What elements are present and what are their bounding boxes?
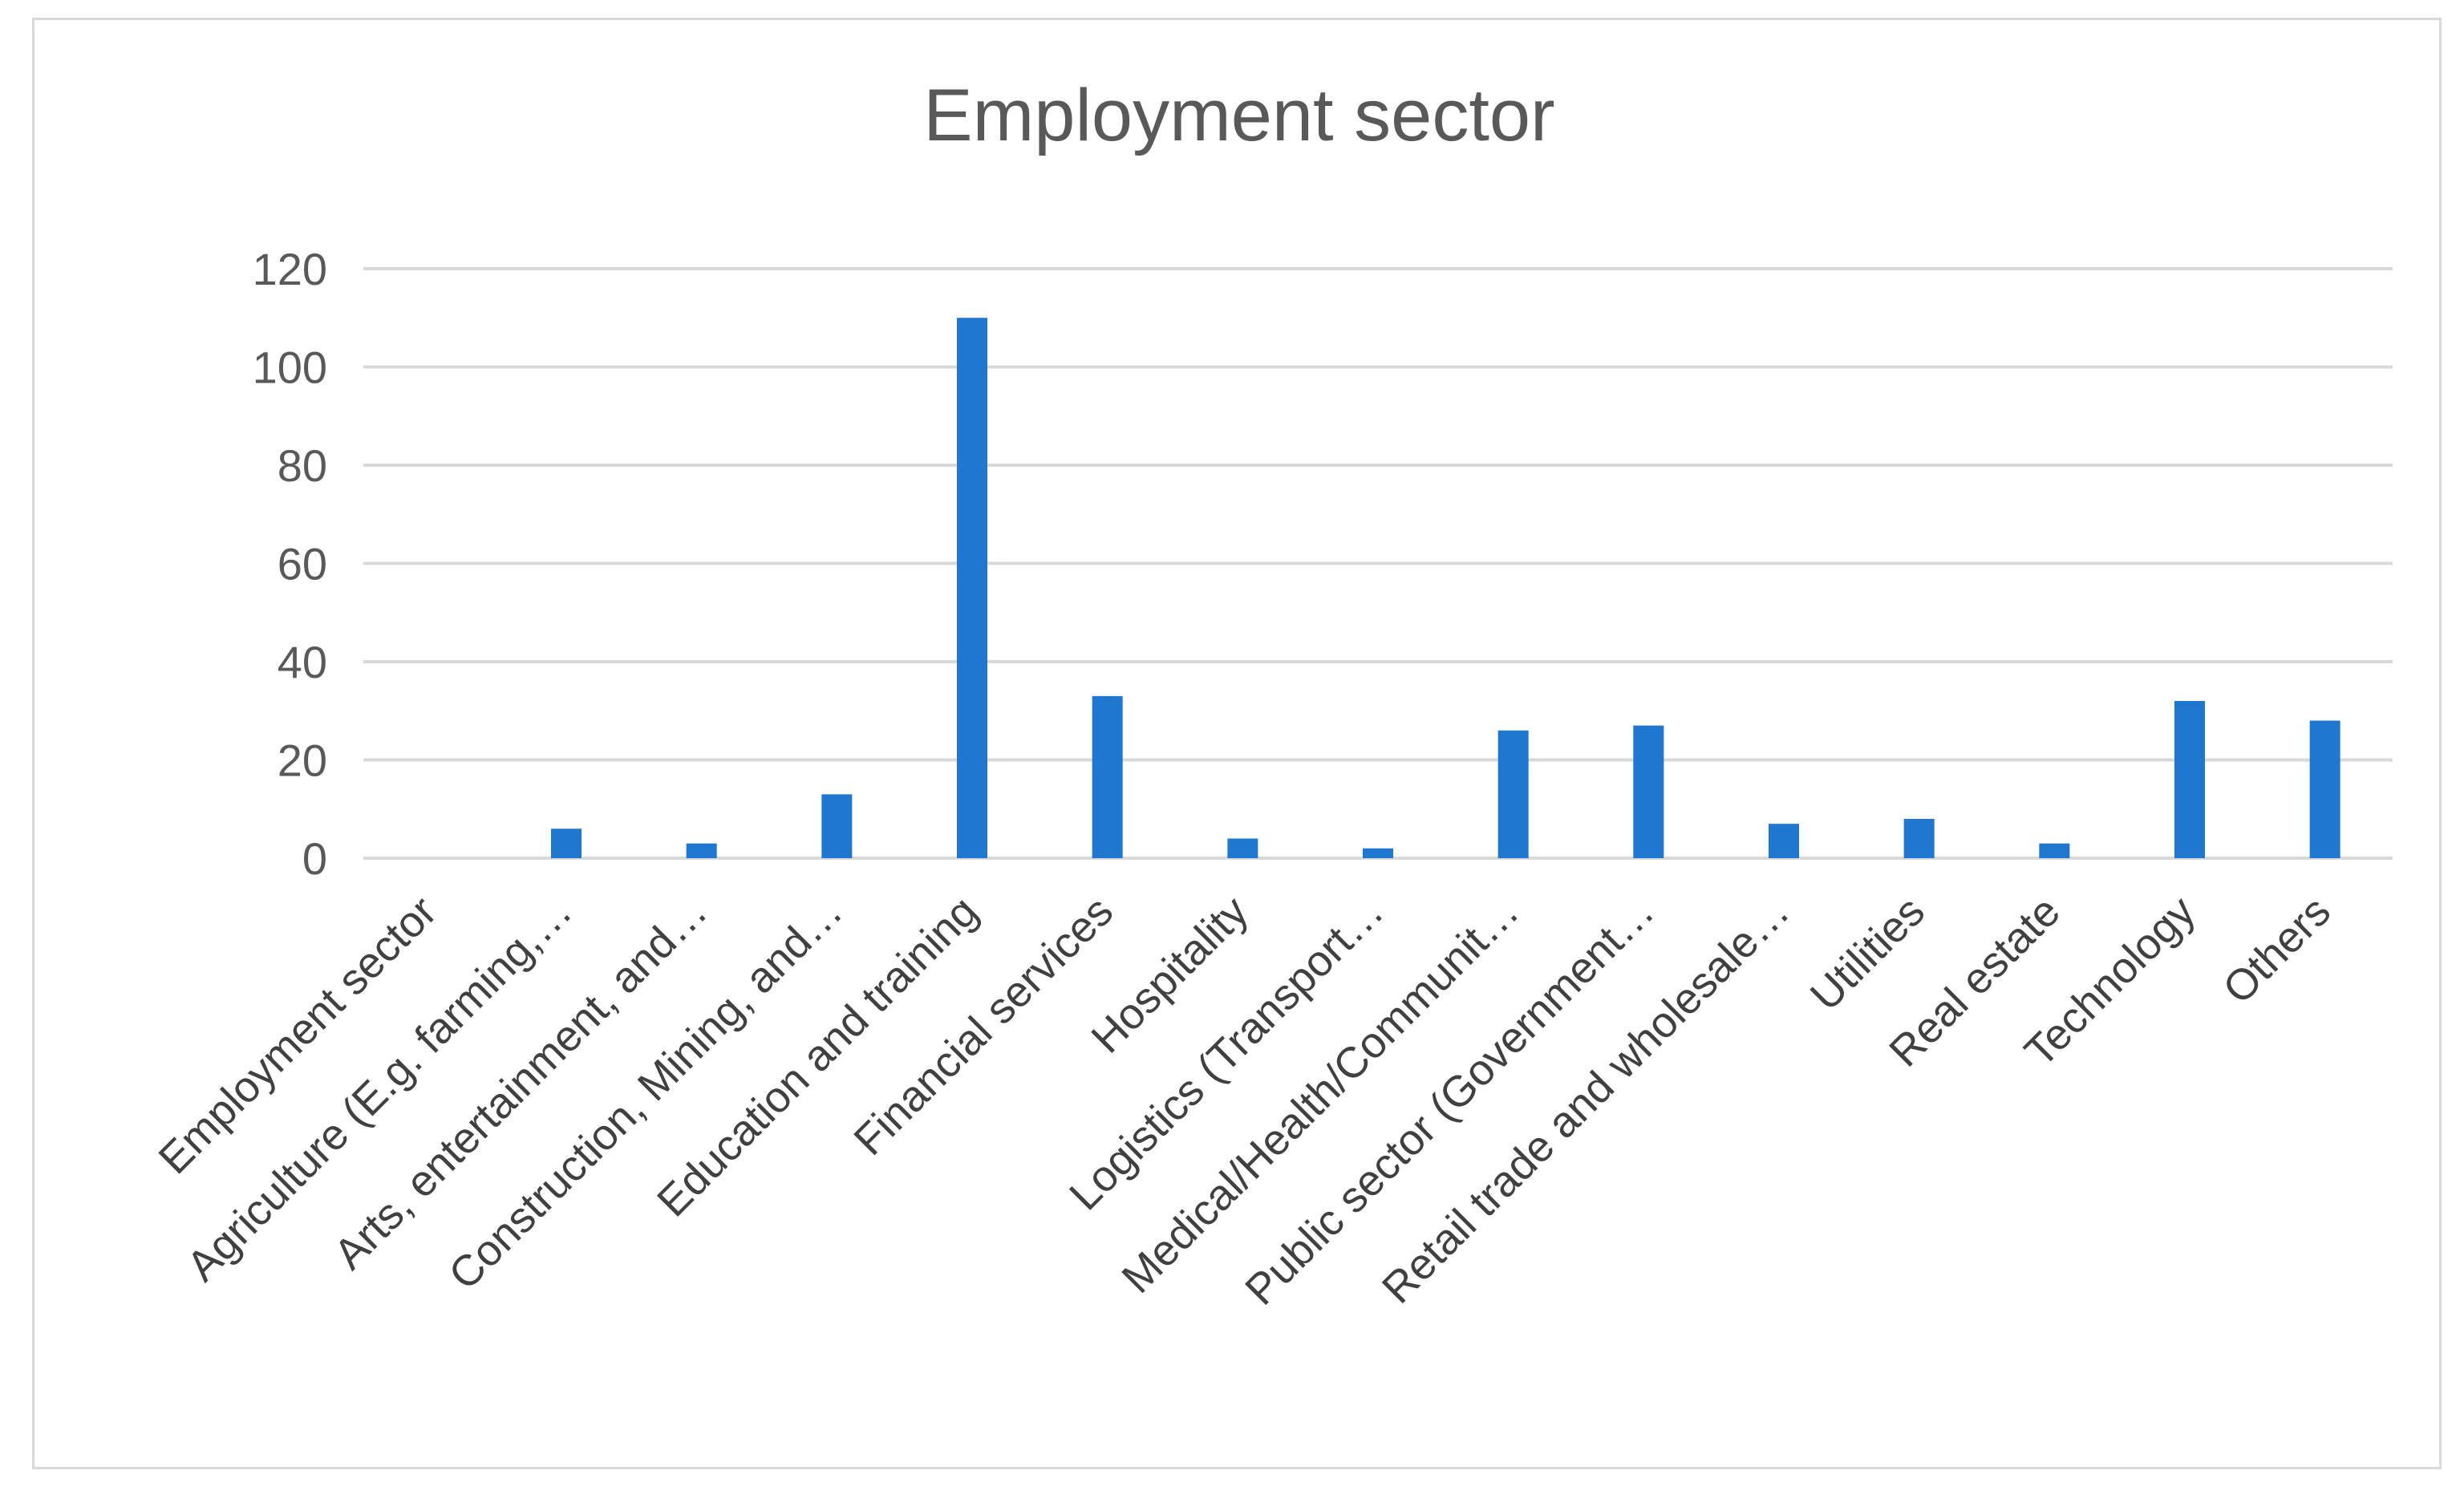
chart-frame: Employment sector 0 20 40 60 80 100 120 Employ… [32, 18, 2442, 1469]
y-tick-label: 40 [278, 637, 327, 687]
y-tick-label: 80 [278, 440, 327, 491]
bar-chart: Employment sector 0 20 40 60 80 100 120 Employ… [150, 75, 2393, 1315]
bar [1633, 725, 1664, 858]
chart-title: Employment sector [923, 75, 1554, 156]
bar [2309, 720, 2340, 858]
bar [1092, 695, 1123, 858]
y-tick-label: 0 [302, 833, 327, 884]
bar [957, 318, 987, 858]
bar [2039, 843, 2070, 858]
bars [551, 318, 2340, 858]
x-category-label: Others [2214, 887, 2340, 1013]
gridlines [363, 267, 2393, 860]
y-tick-label: 120 [253, 244, 327, 294]
x-category-label: Utilities [1801, 887, 1934, 1019]
y-tick-label: 20 [278, 735, 327, 786]
bar [1769, 824, 1799, 858]
bar [2174, 701, 2205, 858]
bar [1903, 819, 1935, 858]
bar [1363, 848, 1393, 858]
bar [1497, 730, 1529, 858]
bar [1227, 838, 1258, 858]
bar [686, 843, 717, 858]
x-category-label: Financial services [845, 887, 1122, 1165]
y-tick-label: 100 [253, 342, 327, 393]
y-axis-ticks: 0 20 40 60 80 100 120 [253, 244, 327, 884]
bar [821, 794, 853, 858]
bar [551, 829, 582, 858]
y-tick-label: 60 [278, 539, 327, 590]
